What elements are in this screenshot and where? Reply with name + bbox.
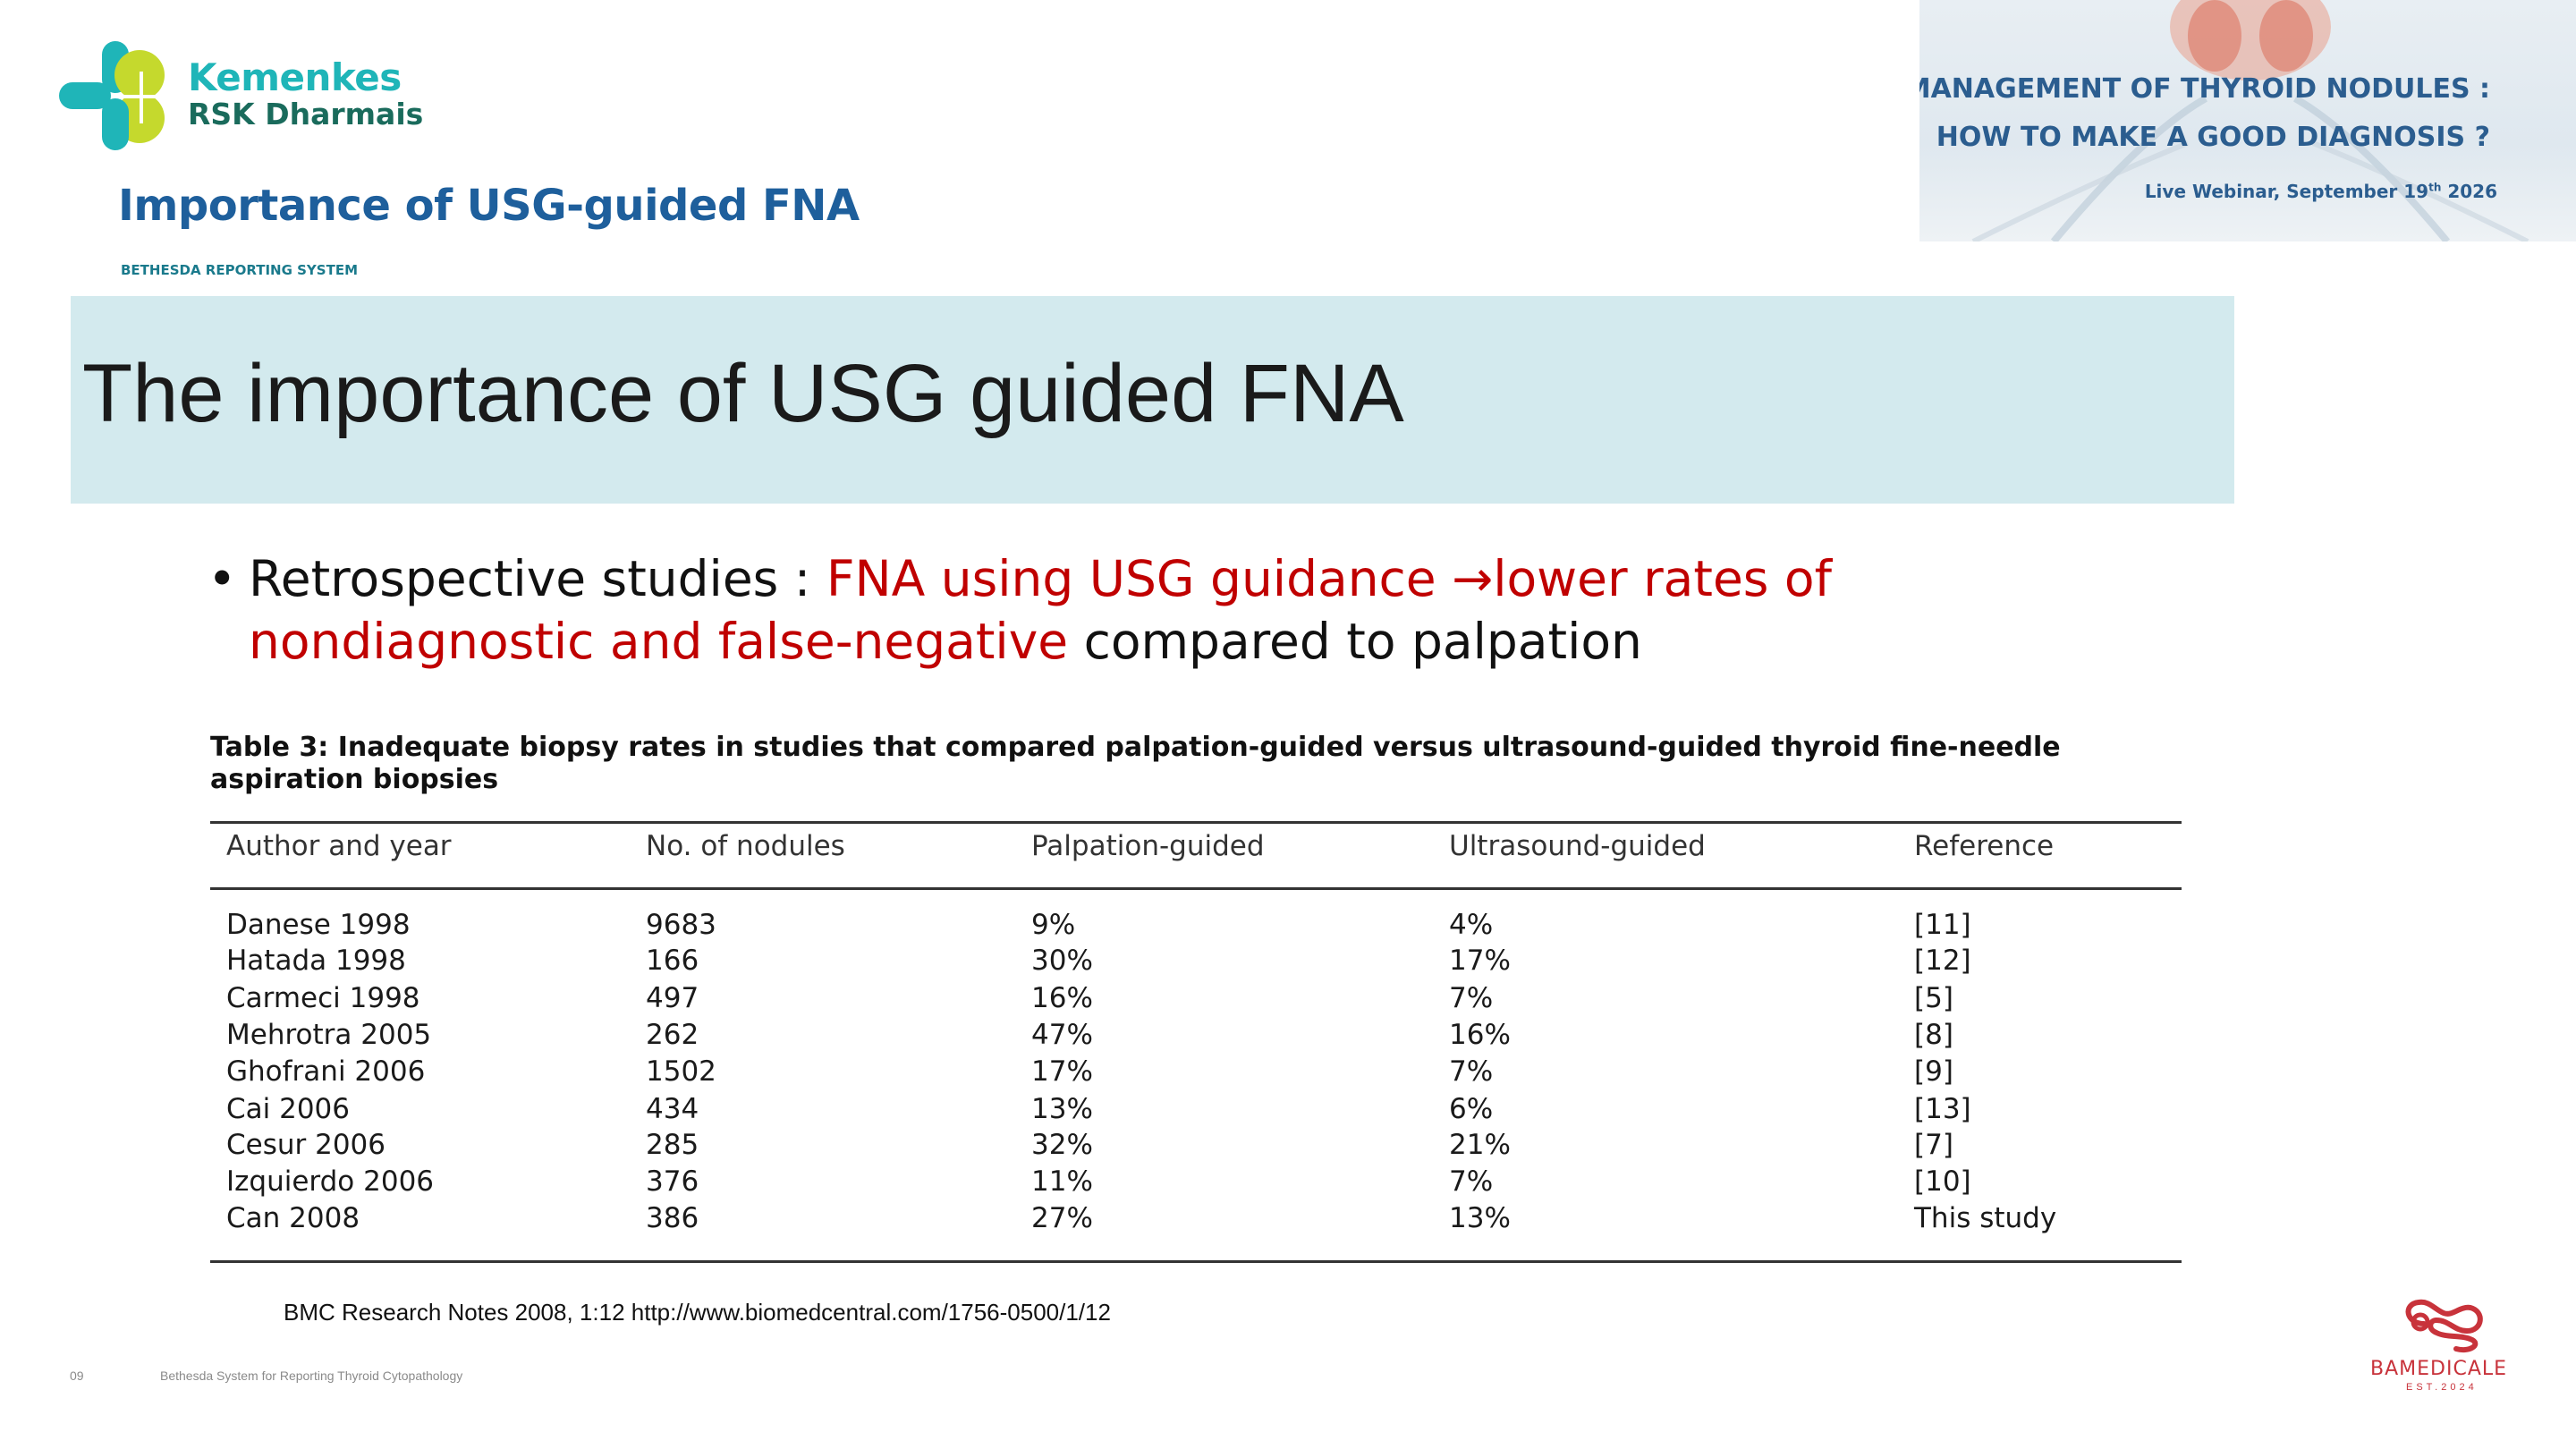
table-cell: 386 — [646, 1202, 699, 1234]
table-cell: [9] — [1914, 1055, 1953, 1088]
table-cell: 262 — [646, 1019, 699, 1051]
table-cell: Carmeci 1998 — [226, 982, 420, 1014]
table-cell: [5] — [1914, 982, 1953, 1014]
table-cell: 17% — [1031, 1055, 1093, 1088]
table-cell: Can 2008 — [226, 1202, 360, 1234]
table-cell: Mehrotra 2005 — [226, 1019, 432, 1051]
table-cell: [7] — [1914, 1129, 1953, 1161]
table-caption: Table 3: Inadequate biopsy rates in stud… — [210, 732, 2061, 795]
slide-header-band — [71, 296, 2234, 504]
table-cell: Hatada 1998 — [226, 945, 406, 977]
table-cell: 376 — [646, 1165, 699, 1198]
brand-name: Kemenkes — [188, 55, 402, 99]
page-title: Importance of USG-guided FNA — [118, 181, 860, 231]
table-header-rule — [210, 887, 2182, 890]
table-cell: 47% — [1031, 1019, 1093, 1051]
table-cell: 27% — [1031, 1202, 1093, 1234]
table-cell: 17% — [1449, 945, 1511, 977]
table-cell: Ghofrani 2006 — [226, 1055, 426, 1088]
bullet-icon: • — [208, 550, 237, 607]
kemenkes-logo-icon — [57, 39, 174, 152]
table-cell: 7% — [1449, 1165, 1494, 1198]
table-cell: 434 — [646, 1093, 699, 1125]
table-cell: 4% — [1449, 909, 1494, 941]
table-cell: Cesur 2006 — [226, 1129, 386, 1161]
table-header-cell: No. of nodules — [646, 830, 845, 862]
section-label: BETHESDA REPORTING SYSTEM — [121, 262, 358, 278]
table-cell: Danese 1998 — [226, 909, 411, 941]
webinar-banner: MANAGEMENT OF THYROID NODULES : HOW TO M… — [1919, 0, 2576, 242]
brand-subname: RSK Dharmais — [188, 97, 424, 131]
table-cell: 13% — [1031, 1093, 1093, 1125]
bamedicale-est: EST.2024 — [2406, 1382, 2478, 1393]
table-bottom-rule — [210, 1260, 2182, 1263]
table-cell: 32% — [1031, 1129, 1093, 1161]
thyroid-illustration-icon — [1971, 0, 2529, 242]
table-cell: 166 — [646, 945, 699, 977]
table-header-cell: Palpation-guided — [1031, 830, 1265, 862]
table-cell: 6% — [1449, 1093, 1494, 1125]
table-cell: 9683 — [646, 909, 716, 941]
table-header-cell: Author and year — [226, 830, 452, 862]
banner-title-line1: MANAGEMENT OF THYROID NODULES : — [1919, 73, 2490, 105]
table-cell: [10] — [1914, 1165, 1971, 1198]
table-cell: 9% — [1031, 909, 1076, 941]
banner-title-line2: HOW TO MAKE A GOOD DIAGNOSIS ? — [1936, 122, 2490, 153]
table-cell: Cai 2006 — [226, 1093, 351, 1125]
table-header-cell: Ultrasound-guided — [1449, 830, 1706, 862]
arrow-right-icon: → — [1452, 550, 1494, 607]
bamedicale-name: BAMEDICALE — [2370, 1358, 2508, 1380]
page-number: 09 — [70, 1368, 84, 1383]
table-cell: [12] — [1914, 945, 1971, 977]
table-cell: This study — [1914, 1202, 2057, 1234]
table-cell: 13% — [1449, 1202, 1511, 1234]
table-cell: 7% — [1449, 982, 1494, 1014]
table-cell: 16% — [1031, 982, 1093, 1014]
table-cell: 1502 — [646, 1055, 716, 1088]
slide-heading: The importance of USG guided FNA — [82, 348, 1404, 439]
bamedicale-logo-icon — [2397, 1288, 2490, 1354]
source-citation: BMC Research Notes 2008, 1:12 http://www… — [284, 1299, 1111, 1326]
table-cell: [8] — [1914, 1019, 1953, 1051]
table-cell: 21% — [1449, 1129, 1511, 1161]
table-cell: [13] — [1914, 1093, 1971, 1125]
table-cell: 285 — [646, 1129, 699, 1161]
banner-date: Live Webinar, September 19th 2026 — [2144, 181, 2497, 202]
table-top-rule — [210, 821, 2182, 824]
table-cell: Izquierdo 2006 — [226, 1165, 435, 1198]
table-cell: [11] — [1914, 909, 1971, 941]
table-cell: 30% — [1031, 945, 1093, 977]
table-cell: 497 — [646, 982, 699, 1014]
table-header-cell: Reference — [1914, 830, 2055, 862]
table-cell: 16% — [1449, 1019, 1511, 1051]
table-cell: 7% — [1449, 1055, 1494, 1088]
table-cell: 11% — [1031, 1165, 1093, 1198]
footer-text: Bethesda System for Reporting Thyroid Cy… — [160, 1368, 463, 1383]
